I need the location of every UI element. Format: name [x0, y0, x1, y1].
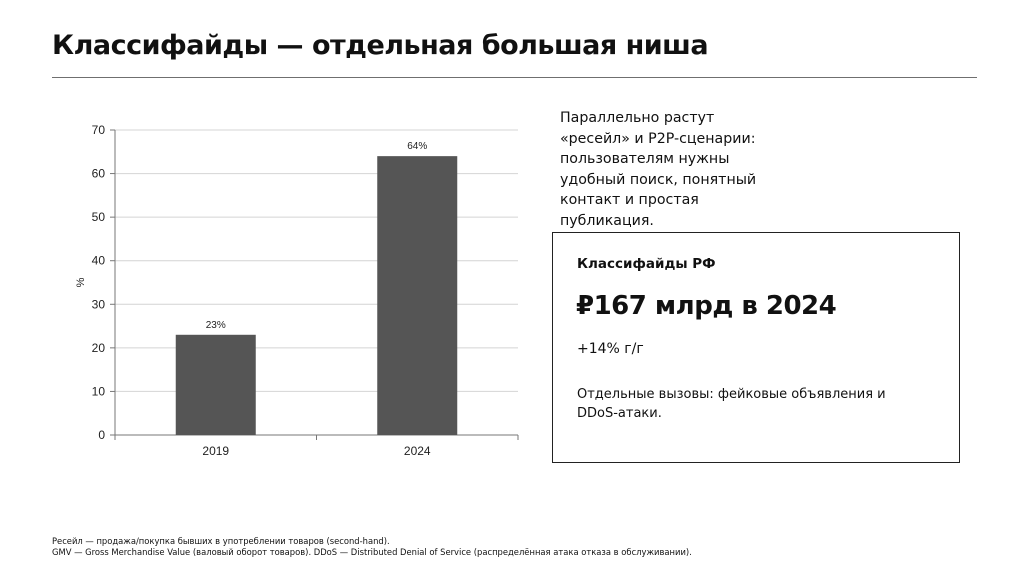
title-divider [52, 77, 977, 78]
y-tick-label: 50 [92, 210, 106, 224]
y-tick-label: 70 [92, 123, 106, 137]
kpi-value: ₽167 млрд в 2024 [576, 291, 837, 321]
kpi-label: Классифайды РФ [577, 256, 716, 272]
kpi-box: Классифайды РФ ₽167 млрд в 2024 +14% г/г… [552, 232, 960, 463]
y-tick-label: 40 [92, 254, 106, 268]
y-axis-label: % [75, 277, 87, 287]
kpi-note: Отдельные вызовы: фейковые объявления и … [577, 387, 886, 421]
bar-2019 [175, 334, 256, 435]
bar-2024 [377, 156, 458, 435]
kpi-growth: +14% г/г [577, 341, 644, 357]
y-tick-label: 10 [92, 384, 106, 398]
data-label-2024: 64% [407, 141, 427, 152]
footnote-gmv-ddos: GMV — Gross Merchandise Value (валовый о… [52, 547, 692, 557]
footnote-resale: Ресейл — продажа/покупка бывших в употре… [52, 536, 390, 546]
y-tick-label: 30 [92, 297, 106, 311]
x-tick-label: 2019 [202, 444, 229, 458]
footnotes: Ресейл — продажа/покупка бывших в употре… [52, 536, 692, 558]
y-tick-label: 20 [92, 341, 106, 355]
bar-chart: 0 10 20 30 40 50 60 70% 23% 2019 64% 2024 [75, 123, 519, 458]
page-title: Классифайды — отдельная большая ниша [52, 30, 709, 61]
y-tick-label: 0 [98, 428, 105, 442]
x-tick-label: 2024 [404, 444, 431, 458]
side-description: Параллельно растут «ресейл» и P2P-сценар… [560, 110, 757, 229]
data-label-2019: 23% [206, 320, 226, 331]
y-tick-label: 60 [92, 167, 106, 181]
